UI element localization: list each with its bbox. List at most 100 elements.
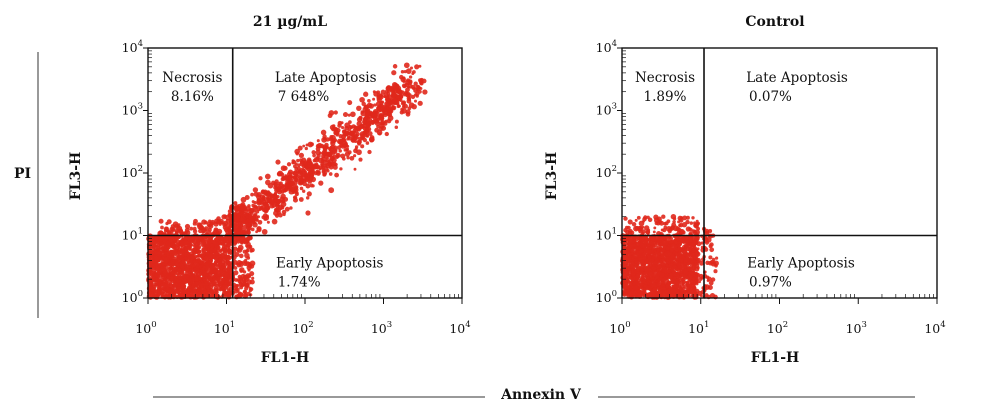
- scatter-point: [707, 285, 713, 290]
- scatter-point: [403, 62, 410, 69]
- scatter-point: [304, 165, 309, 170]
- scatter-point: [635, 273, 641, 279]
- y-tick-label: 104: [122, 39, 143, 55]
- scatter-point: [636, 267, 640, 272]
- scatter-point: [309, 183, 314, 188]
- scatter-point: [188, 258, 195, 265]
- scatter-point: [193, 218, 198, 224]
- scatter-point: [691, 286, 697, 292]
- scatter-point: [407, 98, 411, 101]
- panel-y-axis-title: FL3-H: [544, 152, 560, 201]
- scatter-point: [682, 268, 689, 274]
- scatter-point: [171, 242, 175, 246]
- scatter-point: [668, 263, 674, 269]
- scatter-point: [253, 205, 258, 209]
- scatter-point: [170, 261, 174, 265]
- scatter-point: [207, 253, 214, 259]
- scatter-point: [253, 212, 258, 217]
- scatter-point: [365, 134, 370, 138]
- scatter-point: [184, 227, 190, 233]
- scatter-point: [356, 116, 363, 123]
- x-tick-label: 100: [609, 320, 630, 336]
- scatter-point: [242, 229, 248, 236]
- scatter-point: [244, 258, 248, 262]
- scatter-point: [236, 260, 242, 265]
- scatter-point: [177, 228, 184, 234]
- scatter-point: [182, 289, 187, 295]
- scatter-point: [201, 219, 207, 225]
- scatter-point: [150, 265, 156, 271]
- scatter-point: [245, 248, 250, 253]
- scatter-point: [681, 230, 686, 235]
- scatter-point: [221, 262, 226, 267]
- scatter-point: [347, 150, 352, 155]
- scatter-point: [212, 240, 217, 245]
- scatter-point: [663, 225, 668, 230]
- scatter-point: [680, 288, 684, 292]
- x-measure-label: Annexin V: [500, 387, 582, 403]
- scatter-point: [689, 221, 694, 225]
- scatter-point: [627, 269, 632, 274]
- scatter-point: [248, 211, 252, 216]
- scatter-point: [225, 259, 231, 266]
- scatter-point: [333, 110, 338, 115]
- scatter-point: [209, 243, 215, 249]
- scatter-point: [418, 78, 423, 83]
- scatter-point: [306, 191, 312, 197]
- scatter-point: [624, 225, 629, 230]
- scatter-point: [657, 289, 663, 294]
- scatter-point: [302, 144, 306, 148]
- scatter-point: [303, 173, 308, 178]
- scatter-point: [258, 199, 262, 203]
- scatter-point: [291, 161, 295, 165]
- scatter-point: [660, 247, 666, 253]
- scatter-point: [405, 109, 411, 115]
- scatter-point: [366, 102, 373, 108]
- scatter-point: [410, 94, 416, 100]
- scatter-point: [652, 230, 656, 234]
- scatter-point: [359, 96, 365, 103]
- scatter-point: [675, 226, 681, 232]
- scatter-point: [353, 154, 357, 158]
- scatter-point: [174, 246, 180, 252]
- scatter-point: [342, 142, 349, 149]
- scatter-point: [323, 166, 329, 172]
- scatter-point: [709, 259, 715, 265]
- scatter-point: [358, 157, 363, 162]
- scatter-point: [638, 228, 643, 234]
- scatter-point: [201, 270, 207, 276]
- scatter-point: [341, 137, 347, 143]
- scatter-point: [322, 151, 327, 156]
- scatter-point: [218, 288, 223, 292]
- scatter-point: [253, 200, 257, 205]
- y-tick-label: 102: [596, 164, 617, 180]
- scatter-point: [322, 159, 329, 165]
- scatter-point: [691, 277, 696, 281]
- scatter-point: [195, 259, 200, 263]
- scatter-point: [332, 154, 336, 159]
- scatter-point: [392, 64, 398, 69]
- scatter-point: [325, 145, 329, 149]
- scatter-point: [690, 272, 695, 277]
- scatter-point: [404, 91, 409, 97]
- scatter-point: [235, 284, 239, 289]
- x-tick-label: 103: [846, 320, 867, 336]
- scatter-point: [162, 270, 168, 276]
- scatter-point: [347, 100, 353, 106]
- scatter-point: [217, 282, 221, 287]
- scatter-point: [196, 249, 202, 255]
- scatter-point: [316, 170, 321, 175]
- scatter-point: [254, 217, 259, 222]
- scatter-point: [295, 169, 300, 174]
- scatter-point: [280, 177, 285, 182]
- scatter-point: [667, 269, 672, 274]
- scatter-point: [408, 93, 412, 97]
- scatter-point: [366, 119, 371, 125]
- scatter-point: [346, 135, 351, 139]
- scatter-point: [192, 247, 197, 252]
- y-tick-label: 100: [596, 289, 617, 305]
- scatter-point: [226, 255, 231, 259]
- scatter-point: [365, 110, 371, 116]
- scatter-point: [646, 228, 651, 233]
- scatter-point: [694, 229, 700, 236]
